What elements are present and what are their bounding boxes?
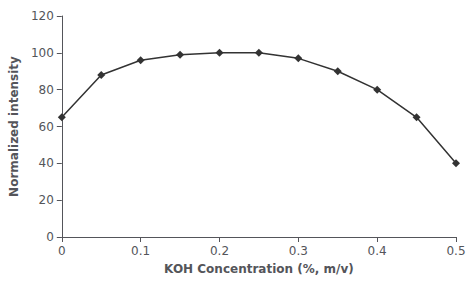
svg-text:0.4: 0.4 bbox=[368, 244, 387, 258]
svg-text:0.3: 0.3 bbox=[289, 244, 308, 258]
svg-text:0.5: 0.5 bbox=[446, 244, 465, 258]
svg-text:0.2: 0.2 bbox=[210, 244, 229, 258]
svg-text:80: 80 bbox=[39, 83, 54, 97]
svg-text:0: 0 bbox=[58, 244, 66, 258]
svg-text:KOH Concentration (%, m/v): KOH Concentration (%, m/v) bbox=[164, 262, 354, 276]
svg-text:120: 120 bbox=[31, 9, 54, 23]
svg-text:0.1: 0.1 bbox=[131, 244, 150, 258]
svg-text:0: 0 bbox=[46, 230, 54, 244]
svg-text:60: 60 bbox=[39, 120, 54, 134]
svg-text:100: 100 bbox=[31, 46, 54, 60]
svg-text:Normalized intensity: Normalized intensity bbox=[7, 56, 21, 197]
svg-text:20: 20 bbox=[39, 193, 54, 207]
svg-text:40: 40 bbox=[39, 156, 54, 170]
